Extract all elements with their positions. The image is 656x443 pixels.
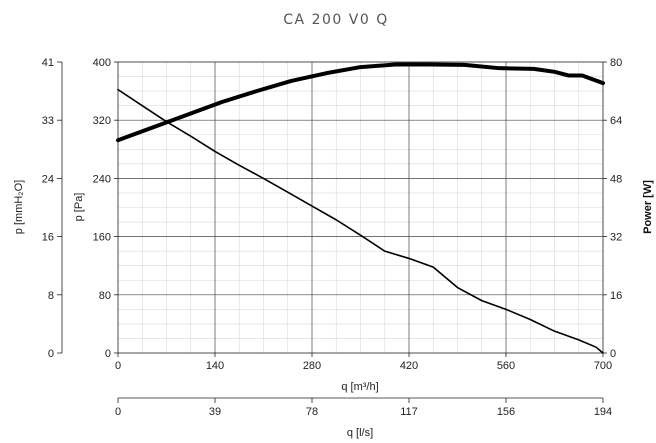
x-axis-label: q [m³/h]	[341, 381, 378, 393]
x-tick-label: 560	[497, 360, 515, 372]
y2-tick-label: 8	[48, 290, 54, 302]
y2-tick-label: 41	[42, 57, 54, 69]
y-right-tick-label: 0	[610, 348, 616, 360]
y-right-tick-label: 32	[610, 232, 622, 244]
x2-tick-label: 0	[115, 406, 121, 418]
series-group	[116, 62, 605, 354]
y-tick-label: 400	[93, 57, 111, 69]
x2-tick-label: 156	[497, 406, 515, 418]
x-tick-label: 420	[400, 360, 418, 372]
y-tick-label: 160	[93, 232, 111, 244]
y2-tick-label: 24	[42, 173, 54, 185]
y2-tick-label: 0	[48, 348, 54, 360]
plot-area-border	[117, 61, 604, 354]
x2-tick-label: 78	[306, 406, 318, 418]
y-axis-label-secondary: p [mmH₂O]	[13, 180, 25, 234]
y-right-tick-label: 80	[610, 57, 622, 69]
x-axis-label-secondary: q [l/s]	[347, 427, 373, 439]
x2-tick-label: 117	[400, 406, 418, 418]
y-tick-label: 240	[93, 173, 111, 185]
axes	[57, 61, 607, 403]
chart-title: CA 200 V0 Q	[283, 12, 388, 28]
y-right-tick-label: 48	[610, 173, 622, 185]
y-right-tick-label: 64	[610, 115, 622, 127]
x-tick-label: 280	[303, 360, 321, 372]
major-grid	[118, 62, 603, 353]
x-tick-label: 0	[115, 360, 121, 372]
x-tick-label: 700	[594, 360, 612, 372]
x-tick-label: 140	[206, 360, 224, 372]
power-curve	[116, 62, 605, 143]
y-tick-label: 320	[93, 115, 111, 127]
x2-tick-label: 194	[594, 406, 612, 418]
y-tick-label: 0	[105, 348, 111, 360]
pressure-curve	[117, 88, 604, 354]
y2-tick-label: 33	[42, 115, 54, 127]
y-axis-label-right: Power [W]	[642, 180, 654, 234]
y-right-tick-label: 16	[610, 290, 622, 302]
y-axis-label: p [Pa]	[73, 193, 85, 222]
minor-grid	[118, 62, 603, 353]
x2-tick-label: 39	[209, 406, 221, 418]
y-tick-label: 80	[99, 290, 111, 302]
y2-tick-label: 16	[42, 232, 54, 244]
